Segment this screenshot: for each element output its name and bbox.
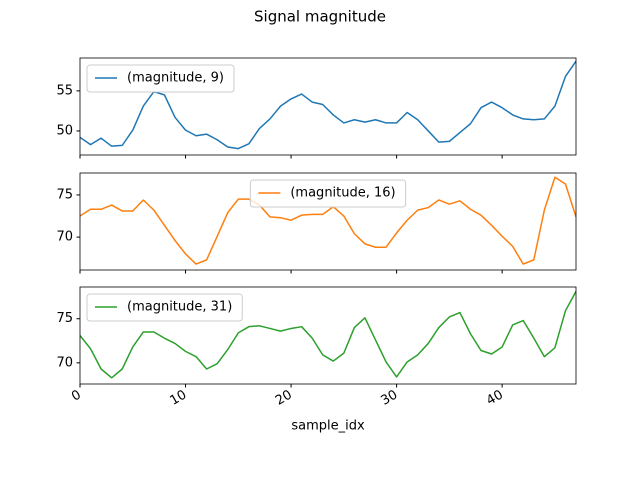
y-tick-label: 70: [56, 230, 73, 245]
legend: (magnitude, 31): [86, 293, 243, 322]
legend-label: (magnitude, 9): [127, 71, 224, 86]
y-tick-label: 50: [56, 123, 73, 138]
axes-frame: [79, 57, 577, 156]
series-line: [80, 60, 576, 150]
x-axis-label: sample_idx: [291, 419, 365, 434]
chart-title: Signal magnitude: [254, 8, 386, 26]
plot-area: [80, 176, 576, 265]
y-tick-label: 70: [56, 355, 73, 370]
series-line: [80, 176, 576, 265]
x-tick-label: 40: [484, 388, 506, 409]
axes-frame: [79, 286, 577, 385]
x-tick-label: 20: [273, 388, 295, 409]
legend: (magnitude, 9): [86, 64, 235, 93]
y-tick-label: 75: [56, 187, 73, 202]
x-tick-label: 10: [167, 388, 189, 409]
axes-frame: [79, 172, 577, 271]
x-tick-label: 30: [379, 388, 401, 409]
plot-area: [80, 60, 576, 150]
series-line: [80, 291, 576, 379]
legend-label: (magnitude, 16): [290, 186, 395, 201]
legend-box: [86, 293, 243, 322]
plot-area: [80, 291, 576, 379]
legend-label: (magnitude, 31): [127, 300, 232, 315]
legend-box: [86, 64, 235, 93]
legend: (magnitude, 16): [249, 179, 407, 208]
y-tick-label: 75: [56, 311, 73, 326]
legend-box: [249, 179, 407, 208]
y-tick-label: 55: [56, 83, 73, 98]
